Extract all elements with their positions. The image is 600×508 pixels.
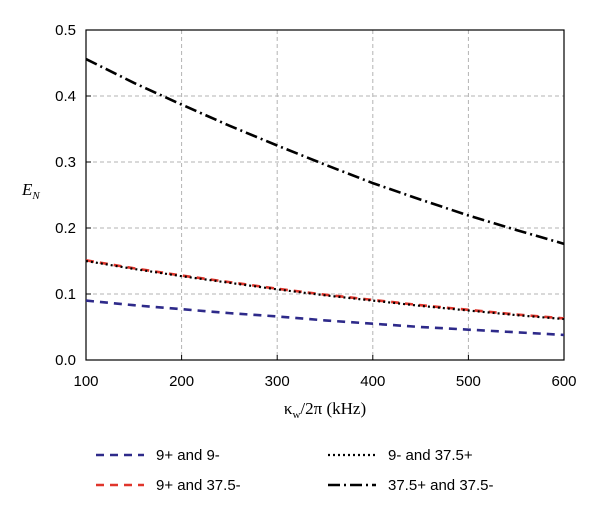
legend-item: 9+ and 37.5-: [96, 477, 241, 494]
y-tick-label: 0.3: [55, 154, 76, 171]
y-tick-label: 0.1: [55, 286, 76, 303]
legend-item: 9- and 37.5+: [328, 447, 473, 464]
plot-frame: [85, 29, 565, 361]
legend-label: 9+ and 37.5-: [156, 477, 241, 494]
x-tick-label: 400: [360, 373, 385, 390]
grid: [86, 30, 564, 360]
x-axis-label: κw/2π (kHz): [284, 399, 366, 421]
x-axis-label-sub: w: [292, 409, 300, 421]
legend-label: 9- and 37.5+: [388, 447, 473, 464]
legend-item: 9+ and 9-: [96, 447, 220, 464]
y-axis-label-main: E: [21, 180, 33, 199]
series-line-2: [85, 259, 565, 320]
y-tick-label: 0.4: [55, 88, 76, 105]
series-line-3: [85, 259, 565, 321]
x-axis-label-rest: /2π (kHz): [300, 399, 366, 418]
x-axis-label-main: κ: [284, 399, 293, 418]
y-tick-label: 0.5: [55, 22, 76, 39]
x-tick-label: 100: [73, 373, 98, 390]
y-axis-label: EN: [21, 180, 40, 202]
ticks-layer: 100 200 300 400 500 600 0.0 0.1 0.2 0.3 0.4 0.5: [55, 22, 576, 390]
legend-item: 37.5+ and 37.5-: [328, 477, 494, 494]
legend: 9+ and 9- 9+ and 37.5- 9- and 37.5+ 37.5+ a…: [96, 447, 494, 494]
legend-label: 9+ and 9-: [156, 447, 220, 464]
x-tick-label: 600: [551, 373, 576, 390]
x-tick-label: 500: [456, 373, 481, 390]
series-layer: [85, 57, 565, 337]
series-line-1: [85, 299, 565, 337]
series-line-4: [85, 57, 565, 246]
y-axis-label-sub: N: [31, 190, 40, 202]
y-tick-label: 0.0: [55, 352, 76, 369]
x-tick-label: 200: [169, 373, 194, 390]
legend-label: 37.5+ and 37.5-: [388, 477, 494, 494]
y-tick-label: 0.2: [55, 220, 76, 237]
x-tick-label: 300: [265, 373, 290, 390]
